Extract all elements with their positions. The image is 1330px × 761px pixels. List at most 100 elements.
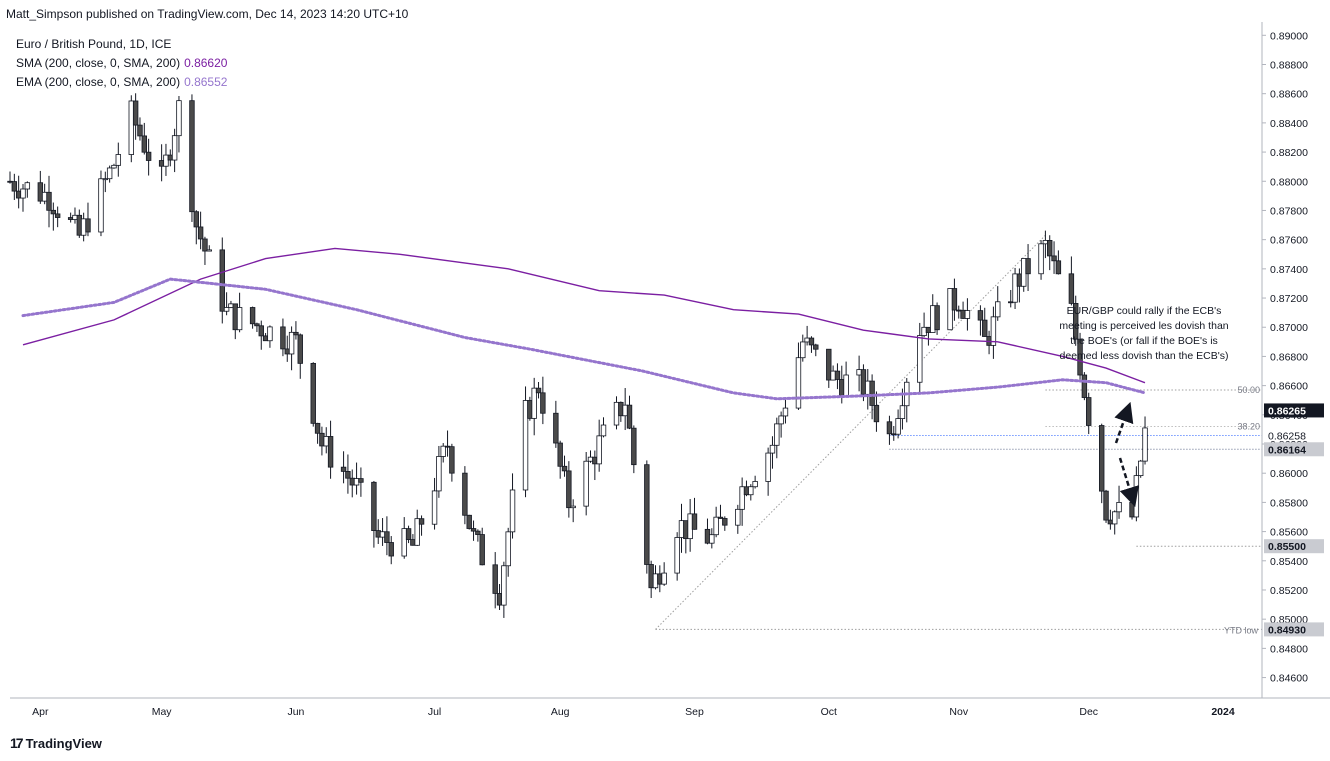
candle (873, 391, 880, 432)
candle-body (401, 528, 407, 557)
candle-body (176, 100, 182, 137)
candle (509, 473, 516, 539)
candle-body (466, 514, 472, 529)
candle-body (440, 445, 446, 457)
candle-body (41, 191, 48, 202)
candle-body (834, 370, 841, 380)
candle (657, 565, 663, 593)
candle-body (540, 392, 546, 414)
candle (171, 128, 178, 173)
candle (280, 318, 286, 357)
candle-body (280, 326, 286, 350)
candle (557, 440, 563, 479)
candle (384, 516, 390, 556)
tag-84930-text: 0.84930 (1268, 624, 1306, 636)
candle-body (375, 530, 381, 538)
candle (1112, 510, 1118, 535)
candle (102, 171, 109, 193)
candle (1047, 235, 1053, 271)
candle (167, 149, 173, 167)
candle-body (371, 481, 377, 531)
candle-body (171, 135, 178, 161)
candle-body (917, 335, 923, 383)
candle-body (37, 182, 44, 202)
candle-body (228, 303, 234, 308)
publisher-line: Matt_Simpson published on TradingView.co… (6, 7, 409, 21)
candle (1137, 459, 1144, 478)
candle-body (388, 542, 394, 557)
candle-body (652, 573, 659, 589)
candle (314, 422, 321, 444)
candle-body (566, 470, 572, 509)
candle (254, 322, 260, 333)
candle (163, 143, 169, 176)
candle (54, 206, 61, 228)
candle-body (895, 418, 901, 435)
y-tick-label: 0.87800 (1270, 205, 1308, 217)
candle (1025, 244, 1031, 292)
candle (713, 506, 719, 538)
trendline (655, 234, 1046, 630)
candle-body (141, 135, 147, 153)
axes: 0.89000 0.88800 0.88600 0.88400 0.88200 0.880… (10, 22, 1330, 718)
candle (449, 443, 455, 482)
candle-body (752, 481, 758, 488)
candle-body (288, 331, 295, 355)
candle (527, 396, 533, 421)
y-tick-label: 0.88200 (1270, 147, 1308, 159)
y-tick-label: 0.86800 (1270, 351, 1308, 363)
candle (340, 451, 347, 484)
candle (618, 401, 624, 422)
candle (219, 237, 225, 324)
x-tick-label: 2024 (1211, 706, 1235, 718)
candle-body (587, 456, 594, 462)
candle-body (899, 405, 906, 419)
y-tick-label: 0.85800 (1270, 497, 1308, 509)
y-tick-label: 0.88400 (1270, 118, 1308, 130)
candle (613, 396, 620, 430)
candle (98, 170, 104, 237)
candle (774, 417, 780, 459)
candle-body (1112, 511, 1118, 525)
candle-body (739, 486, 745, 510)
candle (1042, 230, 1049, 259)
candle-body (561, 465, 568, 472)
candle-body (964, 310, 971, 319)
candle-body (813, 344, 819, 350)
candle-body (735, 508, 741, 526)
candle (717, 504, 724, 519)
candle (600, 417, 607, 438)
candle-body (826, 348, 832, 381)
candle (189, 94, 195, 222)
candle-body (284, 348, 290, 355)
candle-body (24, 182, 31, 190)
candle-body (977, 310, 984, 321)
candle (358, 467, 364, 497)
candle (830, 365, 836, 381)
y-tick-label: 0.87200 (1270, 293, 1308, 305)
candle (111, 163, 117, 169)
candle-body (804, 337, 810, 343)
candle (891, 425, 897, 441)
ytd-low-label: YTD low (1224, 625, 1259, 635)
candle-body (843, 374, 849, 397)
candle (475, 529, 481, 542)
tag-86164-text: 0.86164 (1268, 444, 1306, 456)
chart-legend: Euro / British Pound, 1D, ICE SMA (200, … (16, 35, 227, 92)
tag-85500-text: 0.85500 (1268, 541, 1306, 553)
ema-value: 0.86552 (184, 75, 228, 89)
candle-body (345, 471, 351, 479)
candle-body (674, 537, 680, 574)
candle-body (592, 456, 598, 465)
candle-body (98, 178, 104, 233)
candle-body (1077, 338, 1083, 376)
candle-body (921, 326, 927, 336)
candle (431, 477, 438, 530)
candle (947, 288, 953, 331)
candle-body (72, 214, 78, 220)
candle (904, 378, 910, 423)
x-tick-label: Oct (821, 706, 837, 718)
candle (197, 211, 204, 250)
candle (323, 427, 329, 454)
